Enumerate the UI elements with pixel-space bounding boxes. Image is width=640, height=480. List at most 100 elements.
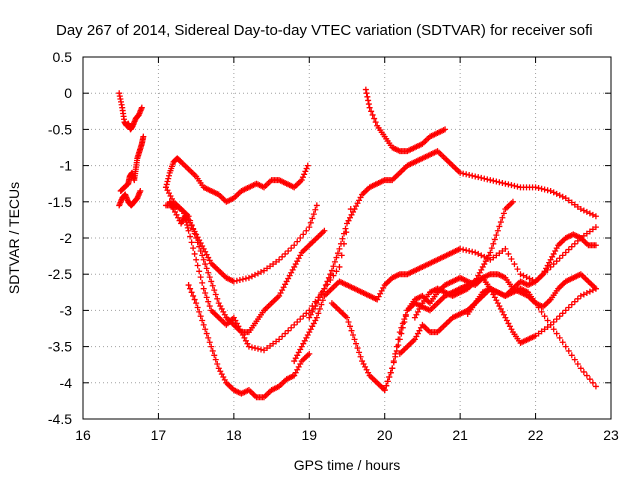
data-point <box>577 365 584 372</box>
data-point-interp <box>299 174 306 181</box>
data-point-interp <box>203 265 210 272</box>
data-point <box>298 177 305 184</box>
data-point-interp <box>402 313 409 320</box>
data-point-interp <box>559 310 566 317</box>
data-point-interp <box>315 310 322 317</box>
data-point <box>592 285 599 292</box>
data-point-interp <box>541 313 548 320</box>
data-point-interp <box>294 238 301 245</box>
data-point-interp <box>490 254 497 261</box>
data-point-interp <box>211 287 218 294</box>
data-point-interp <box>478 252 485 259</box>
data-point-interp <box>294 318 301 325</box>
data-point-interp <box>460 246 467 253</box>
data-point-interp <box>553 258 560 265</box>
data-point-interp <box>490 240 497 247</box>
x-tick-label: 18 <box>226 427 242 443</box>
data-point-interp <box>538 185 545 192</box>
data-point-interp <box>197 274 204 281</box>
data-point-interp <box>399 324 406 331</box>
data-point <box>344 314 350 321</box>
data-point-interp <box>301 171 308 178</box>
x-tick-label: 22 <box>528 427 544 443</box>
data-point <box>562 343 569 350</box>
y-tick-label: -3.5 <box>48 339 72 355</box>
data-point-interp <box>491 236 498 243</box>
data-point-interp <box>333 268 340 275</box>
data-point <box>321 227 328 234</box>
data-point-interp <box>565 197 572 204</box>
data-point-interp <box>484 176 491 183</box>
data-point-interp <box>469 172 476 179</box>
data-point-interp <box>553 190 560 197</box>
data-point-interp <box>383 382 390 389</box>
data-point-interp <box>460 170 467 177</box>
data-point <box>261 347 268 354</box>
data-point-interp <box>345 318 352 325</box>
data-point-interp <box>202 261 209 268</box>
data-point <box>328 267 335 274</box>
data-point-interp <box>303 165 310 172</box>
series-arc-9 <box>291 224 599 365</box>
data-point-interp <box>165 172 172 179</box>
data-point-interp <box>202 326 209 333</box>
data-point-interp <box>303 227 310 234</box>
data-point <box>304 162 311 169</box>
data-point-interp <box>212 291 219 298</box>
data-point-interp <box>390 359 397 366</box>
data-point <box>200 256 207 263</box>
data-point-interp <box>401 318 408 325</box>
data-point-interp <box>164 178 171 185</box>
data-point-interp <box>559 252 566 259</box>
data-point-interp <box>199 279 206 286</box>
data-point <box>313 202 320 209</box>
data-point-interp <box>330 263 337 270</box>
data-point-interp <box>273 258 280 265</box>
data-point <box>502 245 509 252</box>
data-point-interp <box>251 345 258 352</box>
data-point-interp <box>505 181 512 188</box>
data-point-interp <box>550 318 557 325</box>
data-point <box>276 256 283 263</box>
data-point <box>321 285 328 292</box>
data-point-interp <box>264 265 271 272</box>
data-point-interp <box>550 326 557 333</box>
data-point <box>261 267 268 274</box>
data-point-interp <box>523 274 530 281</box>
data-point-interp <box>589 226 596 233</box>
chart-title: Day 267 of 2014, Sidereal Day-to-day VTE… <box>56 22 593 39</box>
data-point-interp <box>202 290 209 297</box>
data-point <box>276 336 283 343</box>
data-point-interp <box>550 189 557 196</box>
data-point <box>291 321 298 328</box>
data-point-interp <box>353 340 360 347</box>
data-point-interp <box>508 255 515 262</box>
data-point <box>502 180 509 187</box>
data-point-interp <box>205 334 212 341</box>
data-point-interp <box>538 308 545 315</box>
data-point-interp <box>330 272 337 279</box>
data-point-interp <box>371 115 378 122</box>
data-point-interp <box>188 289 195 296</box>
data-point <box>291 242 298 249</box>
data-point <box>389 365 396 372</box>
data-point-interp <box>568 199 575 206</box>
data-point-interp <box>205 298 212 305</box>
data-point-interp <box>493 252 500 259</box>
data-point <box>313 314 320 321</box>
data-point-interp <box>297 316 304 323</box>
grid-lines <box>83 57 611 419</box>
data-point-interp <box>565 304 572 311</box>
data-point-interp <box>285 327 292 334</box>
data-point-interp <box>239 276 246 283</box>
data-point-interp <box>478 174 485 181</box>
data-point <box>208 278 215 285</box>
y-tick-label: -1 <box>60 158 73 174</box>
data-point-interp <box>393 347 400 354</box>
data-point-interp <box>466 248 473 255</box>
data-point <box>140 133 147 140</box>
data-point-interp <box>583 208 590 215</box>
series-arc-12 <box>362 86 449 155</box>
data-point-interp <box>187 233 194 240</box>
data-point-interp <box>475 250 482 257</box>
